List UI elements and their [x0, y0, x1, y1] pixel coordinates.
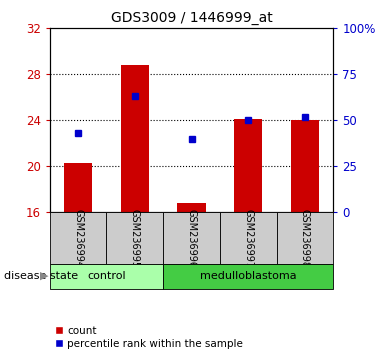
Bar	[50, 264, 163, 289]
Text: GSM236994: GSM236994	[73, 209, 83, 268]
Bar	[64, 163, 92, 212]
Bar	[291, 120, 319, 212]
Text: ▶: ▶	[40, 271, 48, 281]
Legend: count, percentile rank within the sample: count, percentile rank within the sample	[55, 326, 243, 349]
Text: disease state: disease state	[4, 271, 78, 281]
Text: GSM236998: GSM236998	[300, 209, 310, 268]
Bar	[163, 264, 333, 289]
Bar	[277, 212, 333, 264]
Bar	[220, 212, 277, 264]
Bar	[234, 119, 262, 212]
Bar	[177, 203, 206, 212]
Bar	[106, 212, 163, 264]
Bar	[121, 65, 149, 212]
Bar	[50, 212, 106, 264]
Text: medulloblastoma: medulloblastoma	[200, 271, 296, 281]
Text: GSM236996: GSM236996	[187, 209, 196, 268]
Text: GSM236995: GSM236995	[130, 209, 140, 268]
Bar	[163, 212, 220, 264]
Title: GDS3009 / 1446999_at: GDS3009 / 1446999_at	[111, 11, 272, 24]
Text: control: control	[87, 271, 126, 281]
Text: GSM236997: GSM236997	[243, 209, 253, 268]
